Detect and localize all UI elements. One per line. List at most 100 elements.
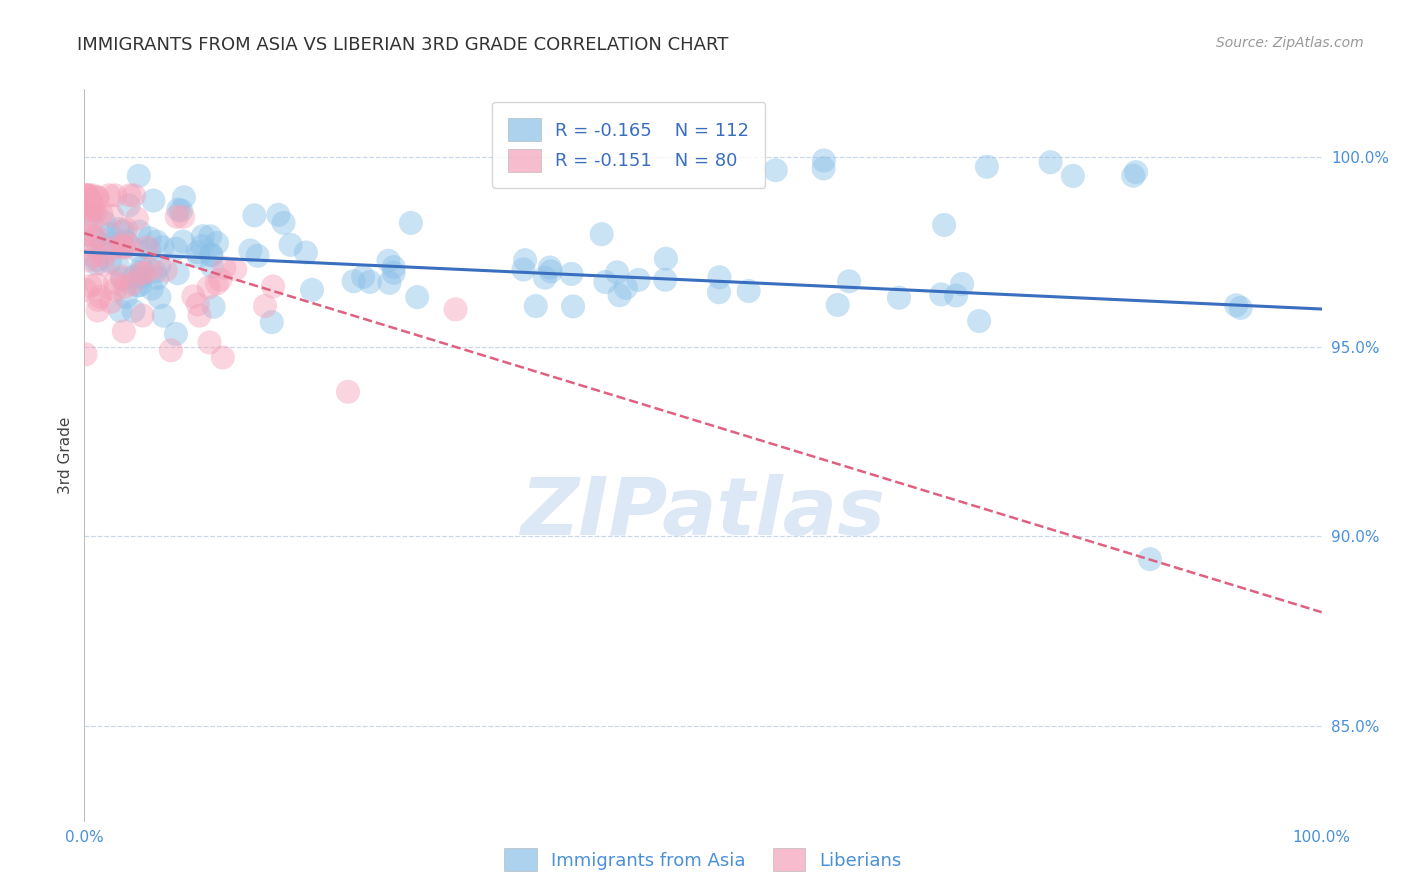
Point (950, 277, 973, 291)
Point (160, 343, 183, 358)
Point (172, 235, 194, 249)
Point (128, 270, 150, 285)
Legend: Immigrants from Asia, Liberians: Immigrants from Asia, Liberians (496, 841, 910, 879)
Point (91, 257, 114, 271)
Point (655, 252, 678, 266)
Point (77, 188, 100, 202)
Text: Source: ZipAtlas.com: Source: ZipAtlas.com (1216, 36, 1364, 50)
Point (104, 283, 127, 297)
Point (86, 190, 108, 204)
Point (343, 274, 366, 288)
Point (110, 237, 132, 252)
Point (142, 194, 165, 208)
Point (83, 231, 105, 245)
Point (205, 277, 228, 291)
Point (377, 253, 399, 268)
Point (200, 247, 222, 261)
Point (337, 384, 360, 399)
Point (138, 243, 160, 257)
Point (165, 242, 187, 256)
Point (112, 241, 135, 255)
Point (200, 249, 222, 263)
Point (560, 267, 582, 281)
Point (378, 276, 401, 290)
Point (187, 297, 209, 311)
Point (98, 227, 121, 241)
Point (166, 266, 188, 280)
Point (614, 281, 637, 295)
Point (709, 270, 731, 285)
Point (128, 169, 150, 183)
Point (86, 256, 108, 270)
Point (595, 275, 617, 289)
Point (104, 188, 127, 202)
Point (139, 262, 162, 277)
Point (267, 208, 290, 222)
Point (84, 205, 107, 219)
Point (627, 273, 650, 287)
Point (813, 153, 835, 168)
Point (211, 351, 233, 365)
Point (654, 273, 676, 287)
Point (111, 269, 134, 284)
Point (129, 265, 152, 279)
Point (540, 264, 562, 278)
Point (117, 238, 139, 252)
Point (214, 260, 236, 275)
Point (444, 302, 467, 317)
Point (87, 191, 110, 205)
Point (91, 248, 114, 262)
Point (143, 264, 166, 278)
Point (121, 277, 143, 291)
Point (115, 222, 138, 236)
Point (205, 235, 228, 250)
Point (136, 240, 159, 254)
Point (83, 249, 105, 263)
Point (591, 227, 613, 242)
Point (131, 309, 153, 323)
Point (198, 229, 221, 244)
Point (80, 194, 103, 209)
Point (141, 282, 163, 296)
Point (79, 278, 101, 293)
Point (737, 284, 759, 298)
Point (110, 303, 132, 318)
Point (181, 289, 204, 303)
Point (167, 202, 190, 217)
Point (976, 160, 998, 174)
Point (98, 254, 121, 268)
Point (198, 335, 221, 350)
Point (197, 280, 219, 294)
Point (75, 205, 97, 219)
Point (538, 260, 561, 275)
Point (606, 265, 628, 279)
Point (929, 287, 952, 301)
Point (1039, 155, 1062, 169)
Point (280, 237, 302, 252)
Point (101, 236, 124, 251)
Point (127, 244, 149, 258)
Point (273, 216, 295, 230)
Point (107, 258, 129, 272)
Point (295, 245, 318, 260)
Point (115, 234, 138, 248)
Point (301, 283, 323, 297)
Point (399, 216, 422, 230)
Point (209, 273, 232, 287)
Point (1139, 552, 1161, 566)
Point (80, 199, 103, 213)
Point (191, 239, 214, 253)
Point (165, 326, 187, 341)
Point (967, 314, 990, 328)
Point (89, 290, 111, 304)
Point (86, 303, 108, 318)
Point (382, 260, 405, 274)
Point (93, 237, 115, 252)
Point (112, 240, 135, 254)
Point (87, 293, 110, 307)
Point (1125, 165, 1147, 179)
Point (887, 291, 910, 305)
Point (202, 300, 225, 314)
Point (75, 188, 97, 202)
Point (188, 309, 211, 323)
